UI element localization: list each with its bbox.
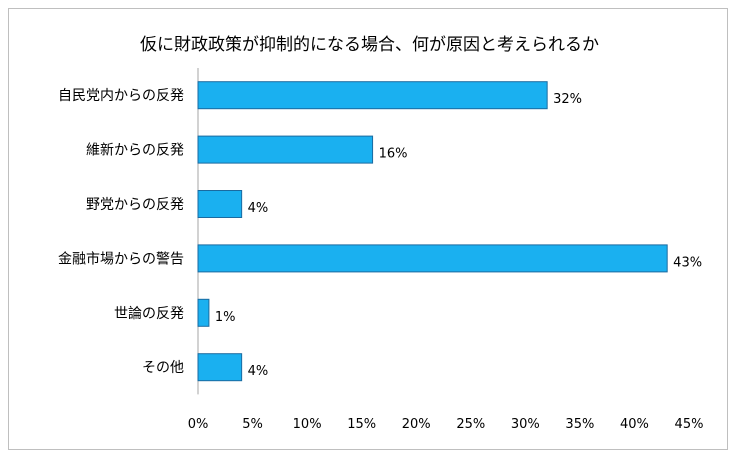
bar-3 [197,190,243,218]
category-label-5: 世論の反発 [114,306,184,322]
x-tick-label-35: 35% [565,417,594,432]
bar-1 [197,81,548,110]
x-tick-label-10: 10% [293,417,322,432]
data-label-3: 4% [248,201,269,216]
x-tick-label-40: 40% [620,417,649,432]
category-label-6: その他 [142,360,184,376]
category-label-2: 維新からの反発 [86,143,184,159]
bar-5 [197,298,210,327]
bars-group [197,81,668,382]
bar-6 [197,353,243,382]
x-tick-label-25: 25% [456,417,485,432]
x-tick-label-45: 45% [675,417,704,432]
category-label-1: 自民党内からの反発 [58,88,184,104]
x-tick-label-30: 30% [511,417,540,432]
data-label-5: 1% [215,310,236,325]
x-tick-label-20: 20% [402,417,431,432]
bar-2 [197,135,374,164]
data-labels: 32% 16% 4% 43% 1% 4% [215,92,702,379]
x-tick-label-15: 15% [347,417,376,432]
x-tick-labels: 0% 5% 10% 15% 20% 25% 30% 35% 40% 45% [188,417,704,432]
category-label-4: 金融市場からの警告 [58,250,184,267]
x-tick-label-0: 0% [188,417,209,432]
chart-title: 仮に財政政策が抑制的になる場合、何が原因と考えられるか [140,35,599,55]
x-tick-label-5: 5% [242,417,263,432]
data-label-6: 4% [248,364,269,379]
bar-4 [197,244,668,273]
data-label-4: 43% [673,255,702,270]
category-label-3: 野党からの反発 [86,197,184,213]
data-label-2: 16% [379,147,408,162]
data-label-1: 32% [553,92,582,107]
